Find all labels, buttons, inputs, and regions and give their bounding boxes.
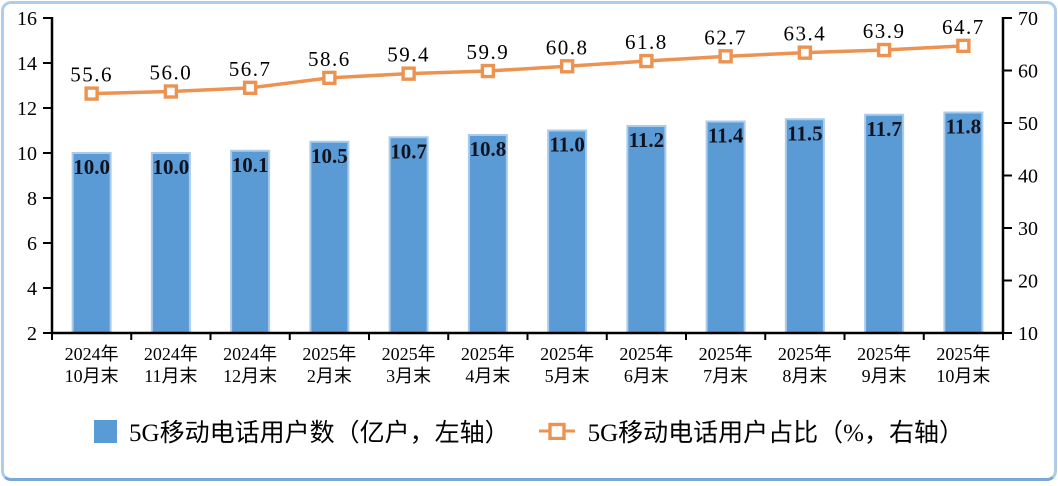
bar	[309, 140, 350, 334]
line-marker	[559, 59, 575, 74]
bar-value-label: 11.8	[946, 115, 982, 139]
left-axis-tick-label: 10	[17, 143, 37, 165]
bar-value-label: 10.0	[73, 155, 110, 179]
line-value-label: 58.6	[308, 47, 351, 71]
bar	[943, 111, 984, 334]
bar	[150, 152, 191, 334]
bar-series-label: 5G移动电话用户数（亿户，左轴）	[129, 420, 510, 447]
right-axis-tick-label: 10	[1018, 323, 1038, 345]
legend: 5G移动电话用户数（亿户，左轴） 5G移动电话用户占比（%，右轴）	[0, 413, 1058, 449]
bar	[626, 125, 667, 334]
bar-value-label: 10.0	[153, 155, 190, 179]
line-series	[91, 44, 964, 96]
x-axis-category-label: 2025年 4月末	[461, 344, 515, 386]
line-value-label: 60.8	[546, 35, 589, 59]
line-marker	[639, 53, 654, 69]
x-axis-category-label: 2025年 2月末	[302, 344, 356, 386]
right-axis-tick-label: 70	[1018, 8, 1038, 30]
line-marker	[718, 49, 733, 64]
line-value-label: 62.7	[704, 25, 747, 49]
line-series-marker-icon	[538, 422, 575, 440]
bar	[864, 113, 905, 334]
bar	[71, 152, 112, 334]
right-axis-tick-label: 50	[1018, 113, 1038, 135]
left-axis-tick-label: 14	[17, 53, 37, 75]
line-value-label: 55.6	[70, 63, 113, 87]
line-value-label: 56.7	[229, 57, 272, 81]
bar-value-label: 11.5	[787, 121, 823, 145]
bar	[784, 118, 825, 334]
line-value-label: 59.4	[387, 43, 430, 67]
line-marker	[84, 86, 99, 101]
x-axis-category-label: 2025年 7月末	[699, 344, 753, 386]
line-value-label: 63.9	[863, 19, 906, 43]
bar-value-label: 11.0	[549, 133, 585, 157]
bar-value-label: 11.7	[866, 117, 902, 141]
legend-item-bar-series: 5G移动电话用户数（亿户，左轴）	[94, 413, 510, 449]
line-value-label: 56.0	[150, 61, 193, 85]
line-marker	[163, 84, 179, 99]
bar-value-label: 10.8	[470, 137, 507, 161]
bar	[547, 129, 588, 334]
x-axis-category-label: 2025年 10月末	[936, 344, 990, 386]
bar-value-label: 11.2	[629, 128, 665, 152]
left-axis-tick-label: 12	[17, 98, 37, 120]
line-series-label: 5G移动电话用户占比（%，右轴）	[587, 420, 964, 447]
x-axis-category-label: 2025年 8月末	[778, 344, 832, 386]
line-value-label: 61.8	[625, 30, 668, 54]
legend-item-line-series: 5G移动电话用户占比（%，右轴）	[538, 413, 964, 449]
line-marker	[242, 80, 258, 96]
x-axis-category-label: 2024年 10月末	[65, 344, 119, 386]
line-marker	[480, 63, 496, 79]
line-marker	[322, 70, 337, 86]
line-marker	[797, 45, 813, 60]
left-axis-tick-label: 8	[27, 188, 37, 210]
line-value-label: 59.9	[467, 40, 510, 64]
left-axis-tick-label: 4	[27, 278, 37, 300]
x-axis-category-label: 2025年 6月末	[619, 344, 673, 386]
x-axis-category-label: 2025年 3月末	[382, 344, 436, 386]
bar-value-label: 11.4	[708, 124, 744, 148]
bar-value-label: 10.1	[232, 153, 269, 177]
x-axis-category-label: 2025年 5月末	[540, 344, 594, 386]
line-value-label: 63.4	[784, 22, 827, 46]
left-axis-tick-label: 2	[27, 323, 37, 345]
bar-value-label: 10.7	[390, 139, 427, 163]
x-axis-category-label: 2024年 11月末	[144, 344, 198, 386]
right-axis-tick-label: 40	[1018, 166, 1038, 188]
right-axis-tick-label: 20	[1018, 271, 1038, 293]
left-axis-tick-label: 16	[17, 8, 37, 30]
line-value-label: 64.7	[942, 15, 985, 39]
bar-series-swatch	[94, 419, 118, 443]
bar-value-label: 10.5	[311, 144, 348, 168]
line-marker	[876, 42, 892, 58]
right-axis-tick-label: 30	[1018, 218, 1038, 240]
bar	[705, 120, 746, 334]
left-axis-tick-label: 6	[27, 233, 37, 255]
x-axis-category-label: 2025年 9月末	[857, 344, 911, 386]
line-marker	[401, 66, 416, 81]
bar	[230, 149, 271, 334]
bar	[388, 136, 429, 334]
line-marker	[956, 38, 971, 54]
x-axis-category-label: 2024年 12月末	[223, 344, 277, 386]
bar	[467, 134, 508, 334]
right-axis-tick-label: 60	[1018, 61, 1038, 83]
